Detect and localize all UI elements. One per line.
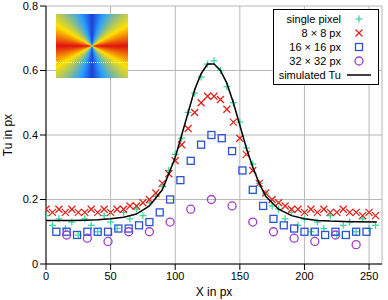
svg-text:0: 0 — [32, 258, 38, 270]
html-text:8 × 8 px: 8 × 8 px — [301, 27, 341, 39]
svg-text:0.8: 0.8 — [23, 0, 38, 12]
html-text:simulated Tu: simulated Tu — [278, 69, 341, 81]
svg-text:200: 200 — [295, 270, 313, 282]
svg-text:0.6: 0.6 — [23, 64, 38, 76]
html-text:single pixel: single pixel — [286, 13, 341, 25]
html-text:16 × 16 px: 16 × 16 px — [289, 41, 341, 53]
svg-text:150: 150 — [231, 270, 249, 282]
svg-text:X in px: X in px — [196, 285, 233, 299]
svg-text:0.4: 0.4 — [23, 129, 38, 141]
svg-text:0: 0 — [43, 270, 49, 282]
svg-text:50: 50 — [104, 270, 116, 282]
svg-text:250: 250 — [360, 270, 378, 282]
svg-text:100: 100 — [166, 270, 184, 282]
svg-text:0.2: 0.2 — [23, 193, 38, 205]
svg-text:Tu in px: Tu in px — [1, 114, 15, 156]
html-text:32 × 32 px: 32 × 32 px — [289, 55, 341, 67]
